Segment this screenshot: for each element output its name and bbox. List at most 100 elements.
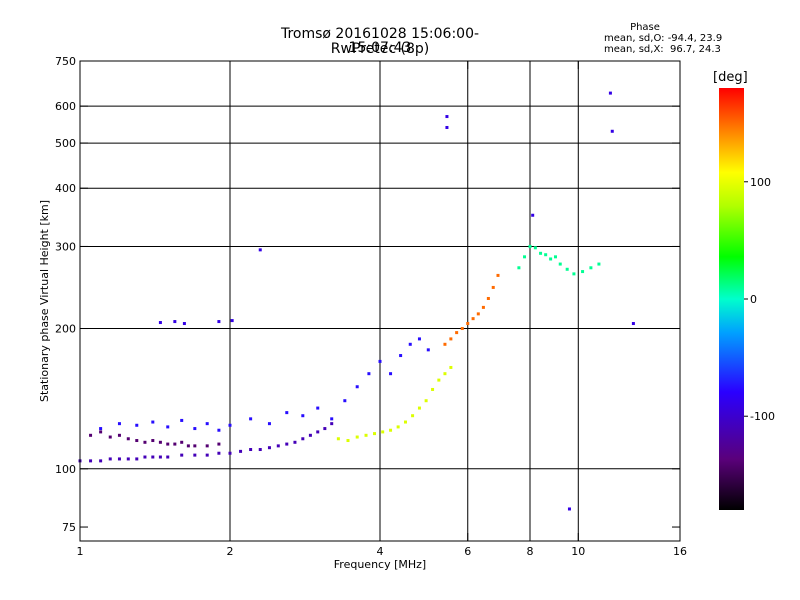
echo-point xyxy=(471,317,475,321)
echo-point xyxy=(411,414,415,418)
echo-point xyxy=(445,115,449,119)
echo-point xyxy=(267,422,271,426)
echo-point xyxy=(491,285,495,289)
echo-point xyxy=(166,425,170,429)
echo-point xyxy=(301,437,305,441)
echo-point xyxy=(572,272,576,276)
echo-point xyxy=(437,378,441,382)
echo-point xyxy=(417,337,421,341)
echo-point xyxy=(549,257,553,261)
echo-point xyxy=(180,453,184,457)
y-tick-label: 75 xyxy=(62,521,76,534)
echo-point xyxy=(355,435,359,439)
echo-point xyxy=(193,453,197,457)
echo-point xyxy=(166,455,170,459)
x-tick-label: 10 xyxy=(571,545,585,558)
y-tick-label: 300 xyxy=(55,240,76,253)
echo-point xyxy=(466,322,470,326)
echo-point xyxy=(173,442,177,446)
echo-point xyxy=(443,372,447,376)
echo-point xyxy=(528,244,532,248)
echo-point xyxy=(449,337,453,341)
echo-point xyxy=(589,266,593,270)
echo-point xyxy=(117,457,121,461)
x-axis-label: Frequency [MHz] xyxy=(334,558,426,571)
echo-point xyxy=(143,455,147,459)
phase-stats-title: Phase xyxy=(630,22,660,33)
echo-point xyxy=(417,406,421,410)
echo-point xyxy=(323,427,327,431)
echo-point xyxy=(217,320,221,324)
x-tick-label: 6 xyxy=(464,545,471,558)
echo-point xyxy=(496,273,500,277)
chart-title: Tromsø 20161028 15:06:00-15:07:43 xyxy=(280,26,480,56)
echo-point xyxy=(108,457,112,461)
echo-point xyxy=(316,430,320,434)
echo-point xyxy=(258,448,262,452)
x-tick-label: 4 xyxy=(377,545,384,558)
echo-point xyxy=(431,387,435,391)
echo-point xyxy=(367,372,371,376)
x-tick-label: 8 xyxy=(527,545,534,558)
echo-point xyxy=(205,444,209,448)
echo-point xyxy=(389,372,393,376)
echo-point xyxy=(293,440,297,444)
echo-point xyxy=(89,459,93,463)
echo-point xyxy=(553,255,557,259)
echo-point xyxy=(99,427,103,431)
y-tick-label: 400 xyxy=(55,182,76,195)
y-tick-label: 200 xyxy=(55,323,76,336)
echo-point xyxy=(108,435,112,439)
chart-subtitle: RwPretec (8p) xyxy=(330,41,430,57)
echo-point xyxy=(460,327,464,331)
echo-point xyxy=(424,399,428,403)
echo-point xyxy=(531,213,535,217)
colorbar-tick-label: -100 xyxy=(750,410,775,423)
echo-point xyxy=(316,406,320,410)
echo-point xyxy=(539,251,543,255)
echo-point xyxy=(308,433,312,437)
echo-point xyxy=(631,322,635,326)
echo-point xyxy=(558,262,562,266)
echo-point xyxy=(239,449,243,453)
echo-point xyxy=(301,414,305,418)
echo-point xyxy=(449,365,453,369)
echo-point xyxy=(364,433,368,437)
echo-point xyxy=(193,427,197,431)
echo-point xyxy=(389,428,393,432)
echo-point xyxy=(135,423,139,427)
phase-stats-o: mean, sd,O: -94.4, 23.9 xyxy=(604,33,723,44)
echo-point xyxy=(193,444,197,448)
echo-point xyxy=(180,418,184,422)
echo-point xyxy=(567,507,571,511)
echo-point xyxy=(228,451,232,455)
echo-point xyxy=(285,411,289,415)
echo-point xyxy=(330,417,334,421)
echo-point xyxy=(117,422,121,426)
echo-point xyxy=(228,423,232,427)
echo-point xyxy=(182,322,186,326)
x-tick-label: 1 xyxy=(77,545,84,558)
x-tick-label: 2 xyxy=(227,545,234,558)
echo-point xyxy=(381,430,385,434)
echo-point xyxy=(217,451,221,455)
echo-point xyxy=(481,305,485,309)
echo-point xyxy=(476,312,480,316)
echo-point xyxy=(258,248,262,252)
echo-point xyxy=(230,319,234,323)
colorbar-label: [deg] xyxy=(713,70,748,85)
echo-point xyxy=(99,459,103,463)
echo-point xyxy=(249,448,253,452)
echo-point xyxy=(343,399,347,403)
phase-stats-x: mean, sd,X: 96.7, 24.3 xyxy=(604,44,721,55)
echo-point xyxy=(544,253,548,257)
echo-point xyxy=(267,446,271,450)
echo-point xyxy=(158,440,162,444)
echo-point xyxy=(426,348,430,352)
echo-point xyxy=(276,444,280,448)
echo-point xyxy=(173,320,177,324)
echo-point xyxy=(581,270,585,274)
y-tick-label: 500 xyxy=(55,137,76,150)
echo-point xyxy=(135,439,139,443)
